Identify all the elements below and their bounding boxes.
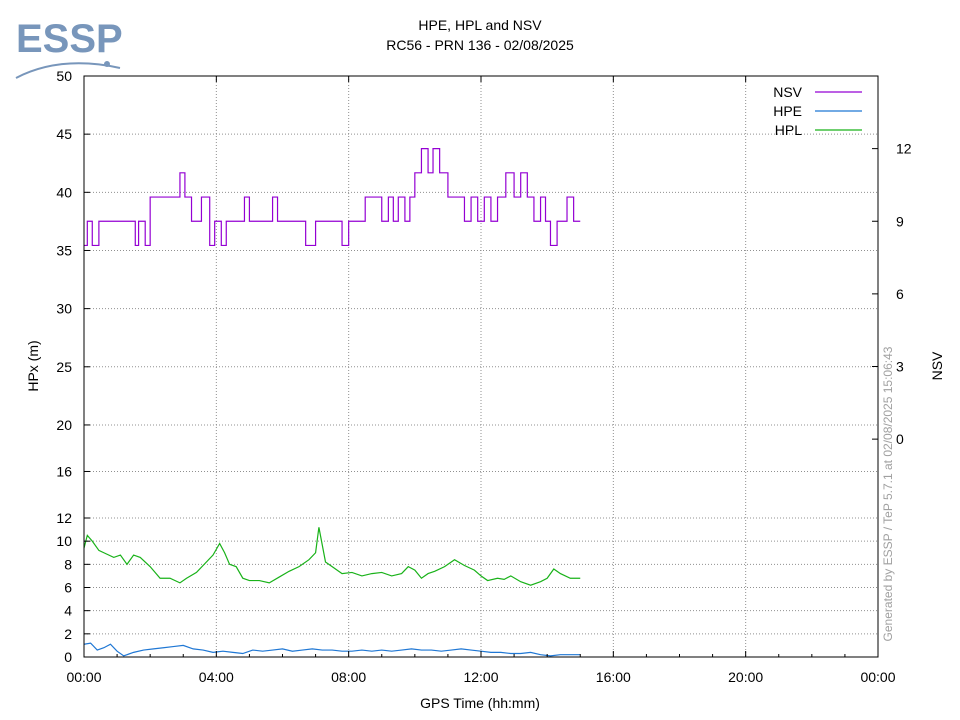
y2-tick-label: 9 bbox=[896, 213, 904, 229]
y-tick-label: 40 bbox=[56, 184, 72, 200]
y-tick-label: 12 bbox=[56, 510, 72, 526]
y2-tick-label: 6 bbox=[896, 286, 904, 302]
y-axis-label: HPx (m) bbox=[25, 340, 41, 391]
essp-logo: ESSP bbox=[15, 17, 123, 79]
y2-axis-label: NSV bbox=[929, 351, 945, 380]
plot-frame bbox=[83, 75, 879, 658]
series-line-nsv bbox=[84, 148, 581, 247]
x-axis-label: GPS Time (hh:mm) bbox=[420, 695, 540, 711]
y-tick-label: 10 bbox=[56, 533, 72, 549]
legend-label-nsv: NSV bbox=[773, 84, 802, 100]
chart-subtitle: RC56 - PRN 136 - 02/08/2025 bbox=[386, 37, 574, 53]
y2-tick-label: 0 bbox=[896, 431, 904, 447]
watermark-text: Generated by ESSP / TeP 5.7.1 at 02/08/2… bbox=[881, 346, 895, 641]
x-tick-label: 20:00 bbox=[728, 669, 763, 685]
y-tick-label: 8 bbox=[64, 556, 72, 572]
grid bbox=[84, 76, 878, 657]
y-tick-label: 4 bbox=[64, 603, 72, 619]
series-layer bbox=[83, 148, 581, 657]
y-tick-label: 30 bbox=[56, 301, 72, 317]
series-line-hpl bbox=[83, 527, 581, 586]
legend-label-hpl: HPL bbox=[775, 122, 802, 138]
x-tick-label: 04:00 bbox=[199, 669, 234, 685]
logo-dot bbox=[104, 61, 110, 67]
y-tick-label: 2 bbox=[64, 626, 72, 642]
y-tick-label: 50 bbox=[56, 68, 72, 84]
y-tick-label: 16 bbox=[56, 463, 72, 479]
y-tick-label: 6 bbox=[64, 580, 72, 596]
y-tick-label: 45 bbox=[56, 126, 72, 142]
legend: NSV HPE HPL bbox=[773, 84, 862, 138]
y-tick-label: 25 bbox=[56, 359, 72, 375]
x-tick-label: 00:00 bbox=[860, 669, 895, 685]
y2-tick-label: 12 bbox=[896, 141, 912, 157]
tick-labels: 0 2 4 6 8 10 12 16 20 25 30 35 40 45 50 0 3 6 9 12 00:00 04:0… bbox=[56, 68, 911, 685]
logo-text: ESSP bbox=[16, 17, 123, 61]
x-tick-label: 08:00 bbox=[331, 669, 366, 685]
series-line-hpe bbox=[83, 642, 581, 657]
axes bbox=[83, 75, 879, 658]
chart-title: HPE, HPL and NSV bbox=[418, 17, 542, 33]
y2-tick-label: 3 bbox=[896, 359, 904, 375]
legend-label-hpe: HPE bbox=[773, 103, 802, 119]
y-tick-label: 20 bbox=[56, 417, 72, 433]
x-tick-label: 00:00 bbox=[66, 669, 101, 685]
x-tick-label: 16:00 bbox=[596, 669, 631, 685]
x-tick-label: 12:00 bbox=[463, 669, 498, 685]
y-tick-label: 35 bbox=[56, 242, 72, 258]
y-tick-label: 0 bbox=[64, 649, 72, 665]
